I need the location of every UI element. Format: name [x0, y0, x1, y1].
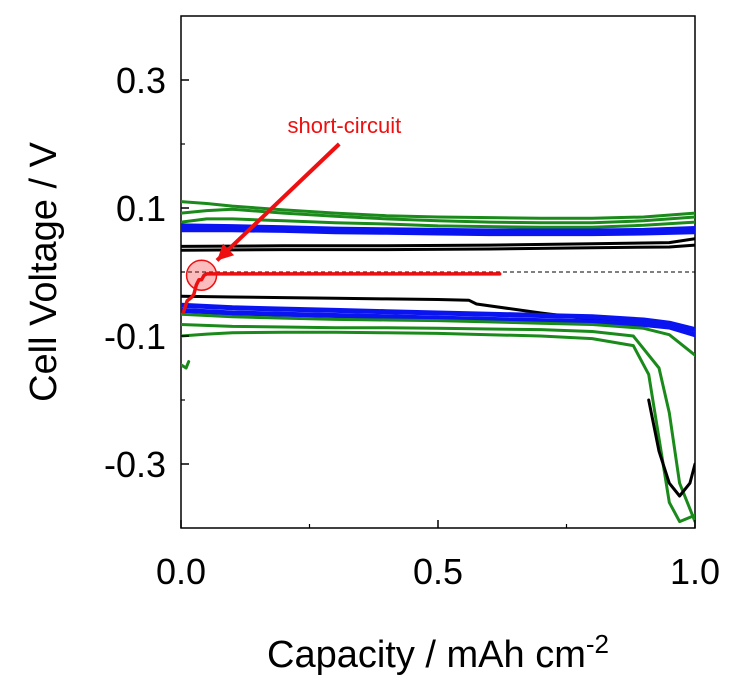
series-layer: [181, 200, 695, 524]
y-tick-label-3: -0.3: [104, 444, 166, 485]
series-line-blue-9: [181, 307, 695, 338]
highlight-layer: [185, 259, 218, 291]
series-line-black-14: [647, 398, 695, 498]
series-line-green-1: [181, 207, 695, 225]
series-line-blue-4: [181, 227, 695, 237]
series-line-green-0: [181, 200, 695, 220]
series-line-black-6: [181, 243, 695, 252]
tick-layer: 0.0 0.5 1.0 0.3 0.1 -0.1 -0.3: [104, 60, 720, 592]
series-line-green-11: [181, 323, 695, 524]
annotation-arrow-shaft-0: [215, 142, 341, 262]
y-tick-label-0: 0.3: [116, 60, 166, 101]
y-axis-title: Cell Voltage / V: [23, 141, 65, 401]
series-line-blue-3: [181, 223, 695, 234]
x-axis-title-superscript: -2: [586, 629, 609, 659]
series-line-red-15: [181, 272, 502, 314]
x-tick-label-0: 0.0: [156, 551, 206, 592]
series-line-green-13: [181, 360, 191, 370]
series-line-black-5: [181, 237, 695, 248]
annotation-arrow-head-0: [216, 243, 235, 261]
x-axis-title: Capacity / mAh cm-2: [267, 629, 609, 676]
y-tick-label-1: 0.1: [116, 188, 166, 229]
x-tick-label-2: 1.0: [670, 551, 720, 592]
x-tick-label-1: 0.5: [413, 551, 463, 592]
series-line-green-2: [181, 217, 695, 229]
series-line-green-12: [181, 330, 695, 524]
short-circuit-highlight-circle: [185, 259, 218, 291]
series-line-green-10: [181, 312, 695, 357]
y-tick-label-2: -0.1: [104, 316, 166, 357]
annotation-layer: short-circuit: [215, 113, 402, 262]
x-axis-title-text: Capacity / mAh cm: [267, 634, 586, 676]
annotation-label-0: short-circuit: [288, 113, 402, 138]
series-line-blue-8: [181, 302, 695, 333]
